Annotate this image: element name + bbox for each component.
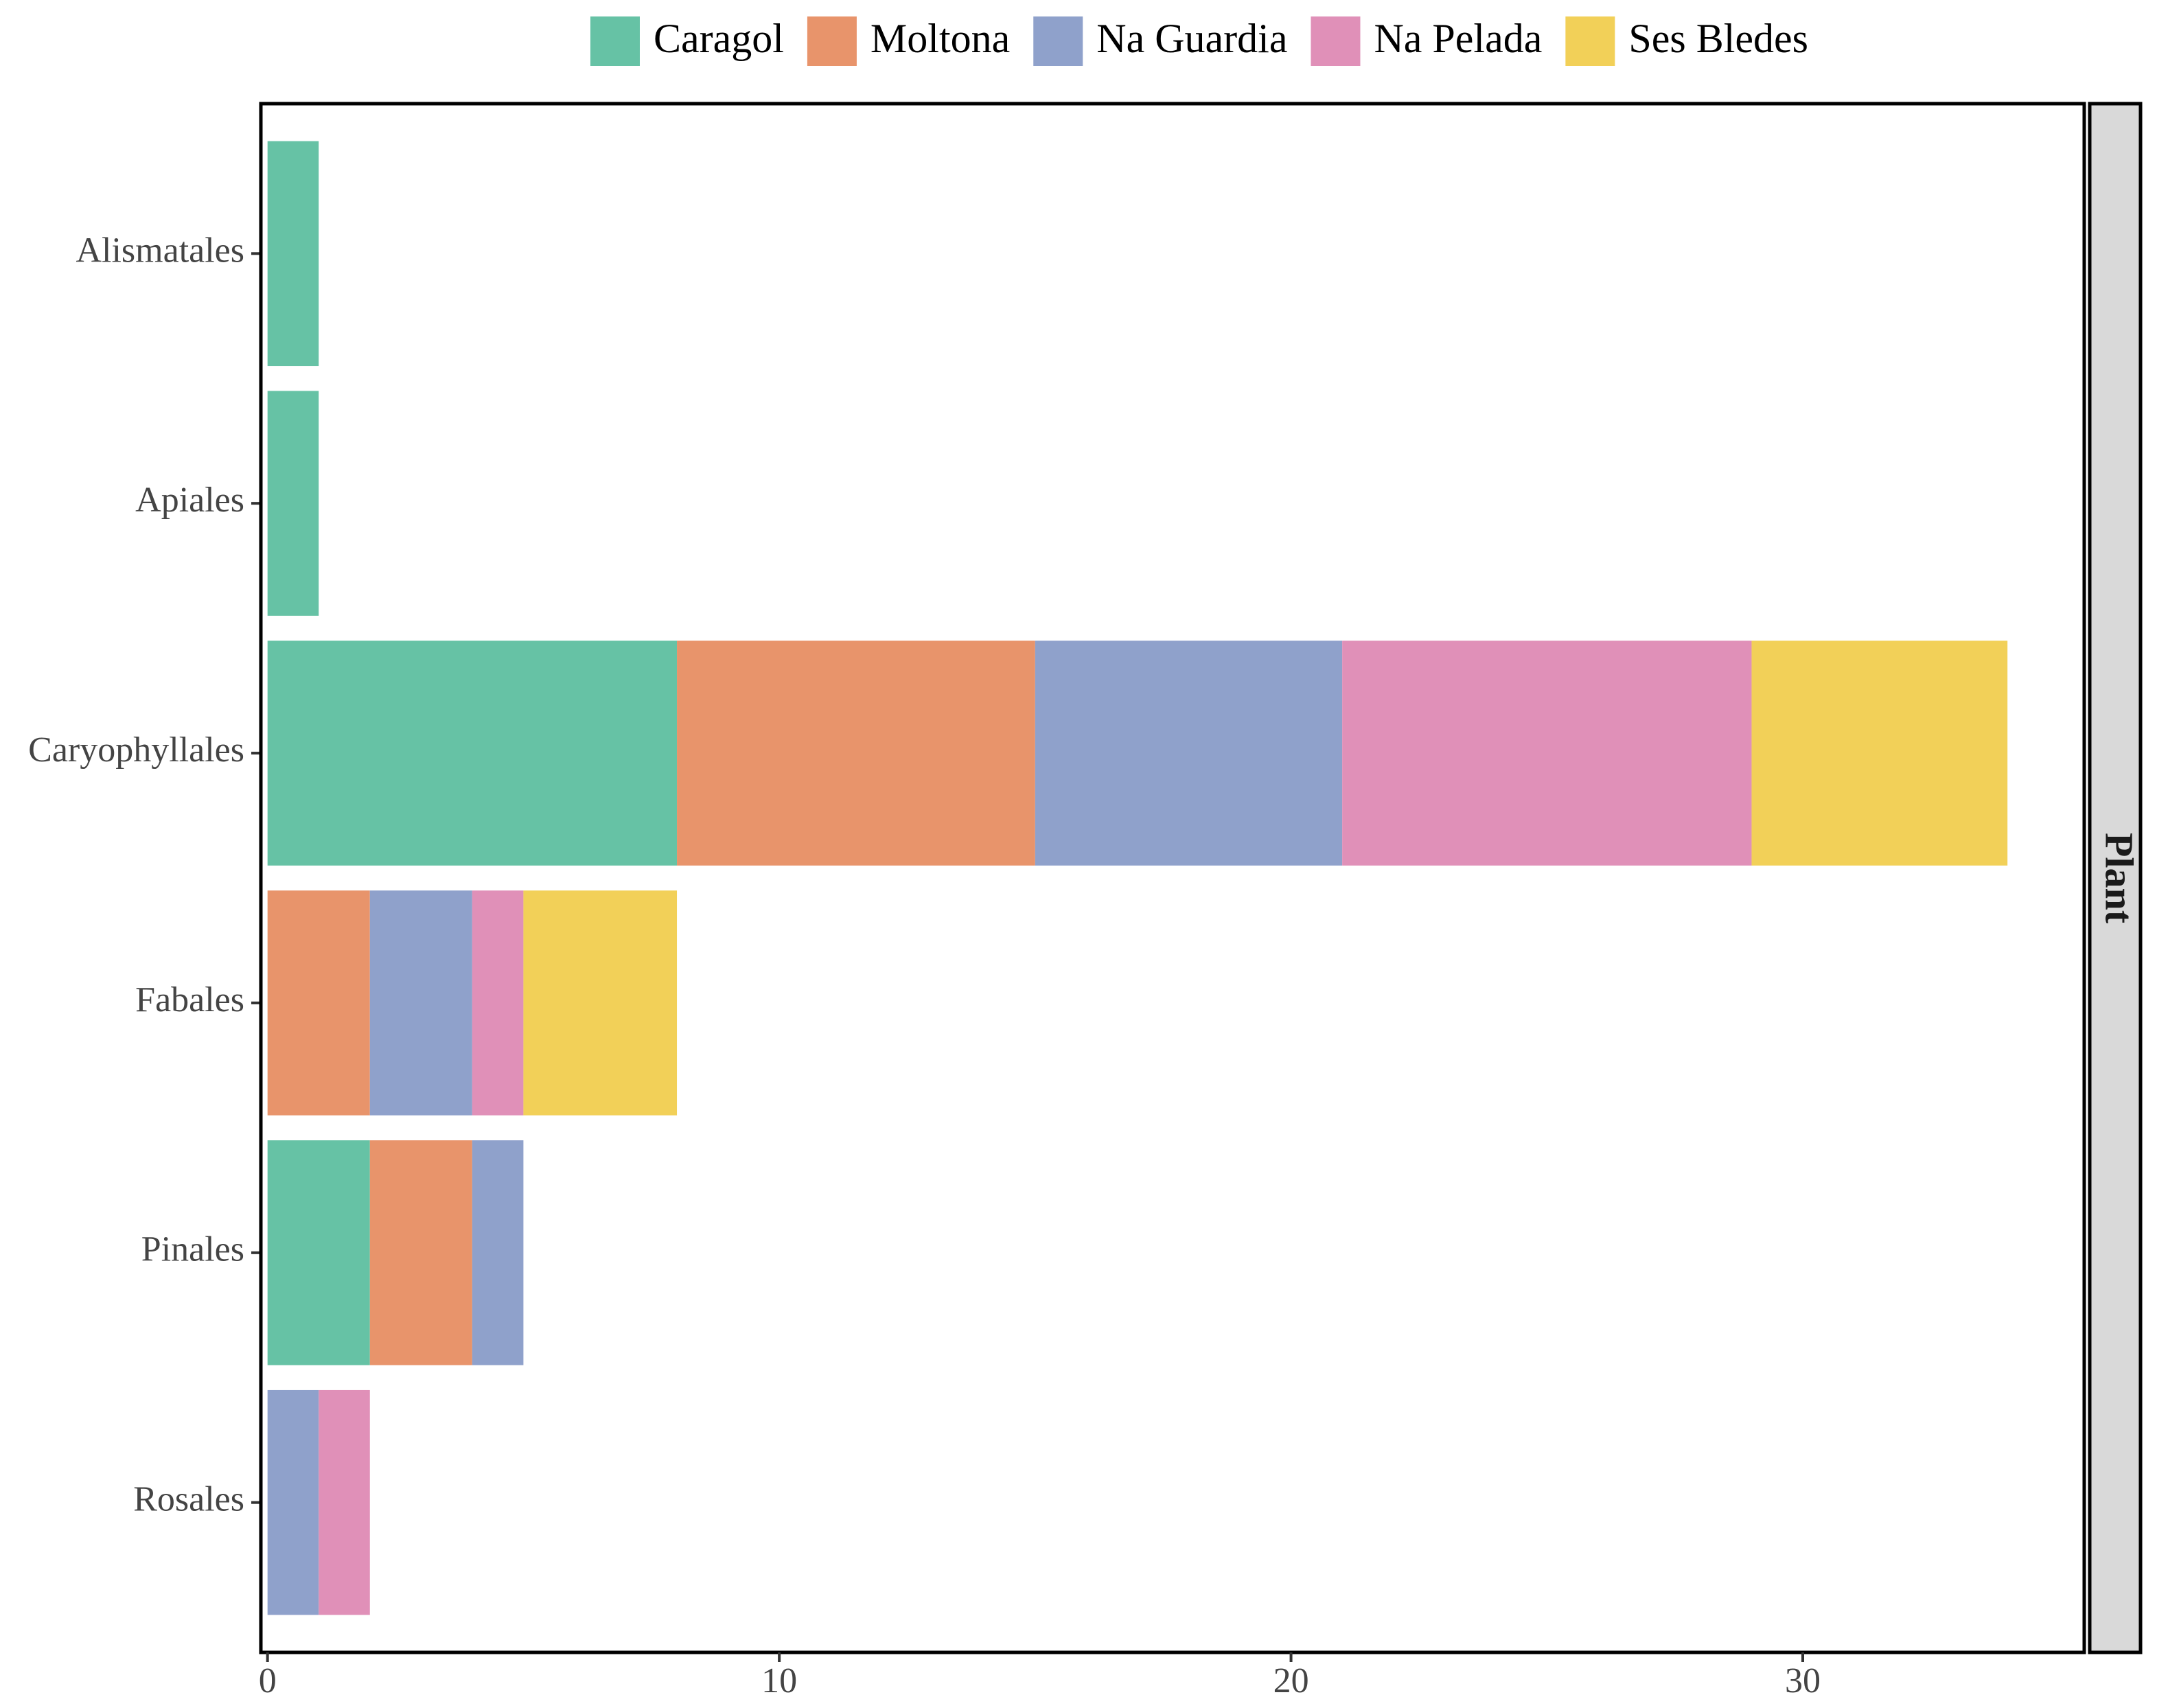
bar	[1751, 640, 2008, 866]
legend-swatch	[1565, 16, 1615, 66]
legend-label: Caragol	[654, 16, 784, 61]
y-tick-label: Caryophyllales	[28, 730, 244, 770]
bar	[267, 1140, 370, 1365]
x-tick-label: 30	[1785, 1661, 1821, 1700]
bar	[319, 1389, 370, 1615]
x-tick-label: 20	[1273, 1661, 1309, 1700]
legend-swatch	[1311, 16, 1361, 66]
y-tick-label: Fabales	[135, 980, 244, 1019]
bar	[1342, 640, 1752, 866]
legend-label: Ses Bledes	[1628, 16, 1808, 61]
legend-label: Na Pelada	[1374, 16, 1542, 61]
x-tick-label: 10	[761, 1661, 797, 1700]
legend-swatch	[1033, 16, 1083, 66]
bar	[369, 890, 472, 1116]
y-tick-label: Apiales	[135, 481, 244, 520]
bar	[267, 890, 370, 1116]
legend-swatch	[807, 16, 857, 66]
facet-strip	[2088, 102, 2143, 1654]
bar	[1035, 640, 1343, 866]
bar	[369, 1140, 472, 1365]
bar	[267, 391, 319, 616]
y-tick-label: Pinales	[141, 1230, 244, 1269]
x-tick-label: 0	[259, 1661, 277, 1700]
bar	[267, 1389, 319, 1615]
legend-label: Moltona	[870, 16, 1010, 61]
panel-border	[259, 102, 2086, 1654]
legend-swatch	[590, 16, 640, 66]
y-tick-label: Rosales	[133, 1480, 244, 1519]
bar	[677, 640, 1035, 866]
bar	[267, 640, 678, 866]
bar	[472, 1140, 524, 1365]
facet-label: Plant	[2097, 833, 2142, 924]
bar	[523, 890, 678, 1116]
y-tick-label: Alismatales	[76, 231, 244, 270]
bar	[267, 141, 319, 367]
bar	[472, 890, 524, 1116]
legend-label: Na Guardia	[1096, 16, 1287, 61]
